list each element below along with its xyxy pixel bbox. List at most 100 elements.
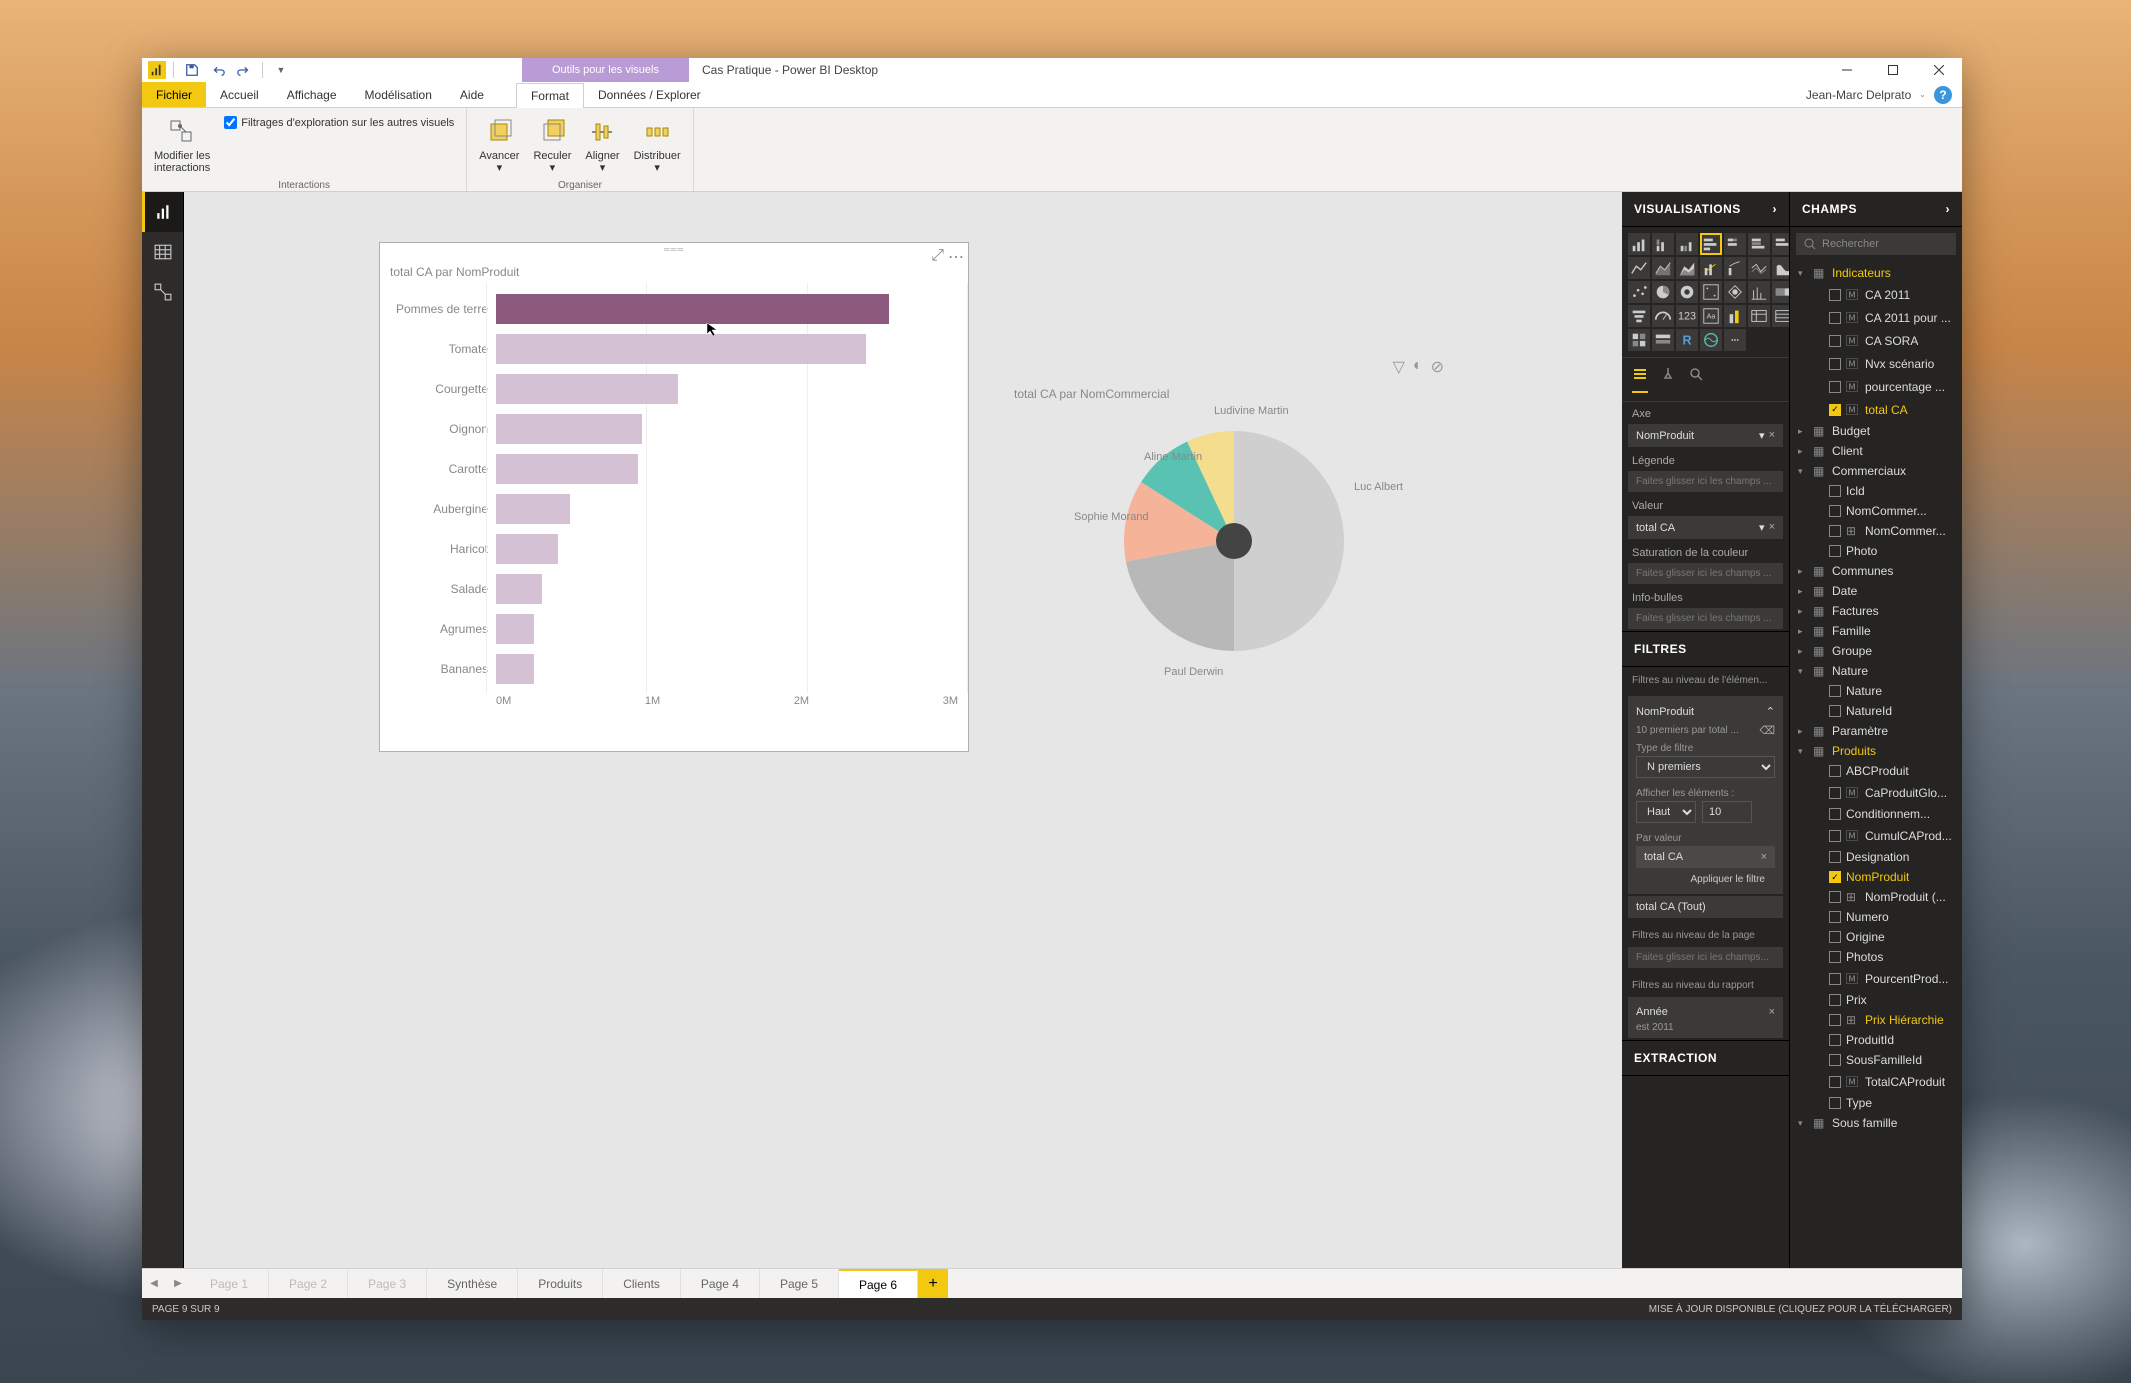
field-prix[interactable]: Prix [1790, 990, 1962, 1010]
fields-tab-icon[interactable] [1632, 366, 1648, 393]
collapse-icon[interactable]: ⌃ [1766, 705, 1775, 718]
minimize-button[interactable] [1824, 58, 1870, 82]
remove-icon[interactable]: × [1769, 1006, 1775, 1018]
field-checkbox[interactable] [1829, 1034, 1841, 1046]
model-view-button[interactable] [142, 272, 183, 312]
viz-type-icon[interactable] [1772, 233, 1789, 255]
field-cumulcaprod-[interactable]: 🄼CumulCAProd... [1790, 824, 1962, 847]
page-tab-page-2[interactable]: Page 2 [269, 1269, 348, 1298]
viz-type-icon[interactable] [1652, 257, 1674, 279]
field-ca-2011-pour-[interactable]: 🄼CA 2011 pour ... [1790, 306, 1962, 329]
viz-type-icon[interactable]: 123 [1676, 305, 1698, 327]
add-page-button[interactable]: + [918, 1269, 948, 1298]
field-nomproduit[interactable]: ✓NomProduit [1790, 867, 1962, 887]
field-checkbox[interactable] [1829, 931, 1841, 943]
field-natureid[interactable]: NatureId [1790, 701, 1962, 721]
help-icon[interactable]: ? [1934, 86, 1952, 104]
viz-type-icon[interactable] [1748, 233, 1770, 255]
field-checkbox[interactable] [1829, 335, 1841, 347]
maximize-button[interactable] [1870, 58, 1916, 82]
expand-icon[interactable]: ▾ [1798, 666, 1808, 677]
apply-filter-link[interactable]: Appliquer le filtre [1636, 870, 1775, 889]
filter-card[interactable]: total CA (Tout) [1628, 896, 1783, 918]
page-tab-page-3[interactable]: Page 3 [348, 1269, 427, 1298]
focus-mode-icon[interactable]: ⤢ [931, 247, 944, 267]
tab-donn-es-explorer[interactable]: Données / Explorer [584, 82, 715, 107]
field-checkbox[interactable] [1829, 765, 1841, 777]
expand-icon[interactable]: ▸ [1798, 566, 1808, 577]
field-checkbox[interactable] [1829, 289, 1841, 301]
reculer-button[interactable]: Reculer▾ [529, 112, 575, 178]
viz-type-icon[interactable] [1748, 257, 1770, 279]
none-icon[interactable]: ⊘ [1431, 357, 1444, 377]
bar-row[interactable]: Oignon [390, 409, 958, 449]
filter-card[interactable]: NomProduit⌃ 10 premiers par total ...⌫ T… [1628, 696, 1783, 894]
field-checkbox[interactable] [1829, 951, 1841, 963]
field-checkbox[interactable] [1829, 973, 1841, 985]
field-ca-2011[interactable]: 🄼CA 2011 [1790, 283, 1962, 306]
expand-icon[interactable]: ▸ [1798, 586, 1808, 597]
field-indicateurs[interactable]: ▾▦Indicateurs [1790, 263, 1962, 283]
viz-type-icon[interactable] [1700, 329, 1722, 351]
expand-icon[interactable]: ▾ [1798, 1118, 1808, 1129]
page-tab-produits[interactable]: Produits [518, 1269, 603, 1298]
field-produitid[interactable]: ProduitId [1790, 1030, 1962, 1050]
expand-icon[interactable]: ▸ [1798, 446, 1808, 457]
tab-accueil[interactable]: Accueil [206, 82, 273, 107]
viz-type-icon[interactable]: R [1676, 329, 1698, 351]
field-groupe[interactable]: ▸▦Groupe [1790, 641, 1962, 661]
avancer-button[interactable]: Avancer▾ [475, 112, 523, 178]
viz-type-icon[interactable] [1628, 305, 1650, 327]
field-designation[interactable]: Designation [1790, 847, 1962, 867]
field-factures[interactable]: ▸▦Factures [1790, 601, 1962, 621]
bar-chart-visual[interactable]: ═══ ⤢ ⋯ total CA par NomProduit Pommes d… [379, 242, 969, 752]
bar-row[interactable]: Haricot [390, 529, 958, 569]
legend-well[interactable]: Faites glisser ici les champs ... [1628, 471, 1783, 492]
filter-card[interactable]: Année× est 2011 [1628, 997, 1783, 1038]
viz-type-icon[interactable] [1700, 233, 1722, 255]
viz-type-icon[interactable] [1628, 281, 1650, 303]
page-tab-clients[interactable]: Clients [603, 1269, 681, 1298]
field-checkbox[interactable] [1829, 911, 1841, 923]
viz-type-icon[interactable] [1628, 233, 1650, 255]
field-checkbox[interactable] [1829, 1076, 1841, 1088]
viz-type-icon[interactable] [1700, 281, 1722, 303]
update-available-link[interactable]: MISE À JOUR DISPONIBLE (CLIQUEZ POUR LA … [1649, 1304, 1952, 1315]
viz-type-icon[interactable] [1652, 233, 1674, 255]
tab-aide[interactable]: Aide [446, 82, 498, 107]
field-numero[interactable]: Numero [1790, 907, 1962, 927]
field-checkbox[interactable]: ✓ [1829, 404, 1841, 416]
field-total-ca[interactable]: ✓🄼total CA [1790, 398, 1962, 421]
expand-icon[interactable]: ▸ [1798, 646, 1808, 657]
field-pourcentprod-[interactable]: 🄼PourcentProd... [1790, 967, 1962, 990]
field-ca-sora[interactable]: 🄼CA SORA [1790, 329, 1962, 352]
tab-affichage[interactable]: Affichage [273, 82, 351, 107]
field-checkbox[interactable] [1829, 705, 1841, 717]
viz-type-icon[interactable] [1700, 257, 1722, 279]
viz-type-icon[interactable] [1772, 281, 1789, 303]
distribuer-button[interactable]: Distribuer▾ [630, 112, 685, 178]
expand-icon[interactable]: ▸ [1798, 606, 1808, 617]
filter-icon[interactable]: ▽ [1393, 357, 1405, 377]
clear-filter-icon[interactable]: ⌫ [1759, 724, 1775, 737]
field-nature[interactable]: ▾▦Nature [1790, 661, 1962, 681]
page-tab-page-4[interactable]: Page 4 [681, 1269, 760, 1298]
filter-type-select[interactable]: N premiers [1636, 756, 1775, 778]
field-checkbox[interactable] [1829, 685, 1841, 697]
viz-type-icon[interactable] [1724, 281, 1746, 303]
field-communes[interactable]: ▸▦Communes [1790, 561, 1962, 581]
field-checkbox[interactable]: ✓ [1829, 871, 1841, 883]
expand-icon[interactable]: ▾ [1798, 268, 1808, 279]
page-nav-prev[interactable]: ◀ [142, 1269, 166, 1298]
page-nav-next[interactable]: ▶ [166, 1269, 190, 1298]
field-checkbox[interactable] [1829, 808, 1841, 820]
format-tab-icon[interactable] [1660, 366, 1676, 393]
highlight-icon[interactable]: ◐ [1413, 357, 1423, 377]
bar-row[interactable]: Tomate [390, 329, 958, 369]
field-checkbox[interactable] [1829, 381, 1841, 393]
viz-type-icon[interactable]: Aa [1700, 305, 1722, 327]
field-checkbox[interactable] [1829, 505, 1841, 517]
field-pourcentage-[interactable]: 🄼pourcentage ... [1790, 375, 1962, 398]
field-sousfamilleid[interactable]: SousFamilleId [1790, 1050, 1962, 1070]
search-input[interactable]: Rechercher [1796, 233, 1956, 255]
